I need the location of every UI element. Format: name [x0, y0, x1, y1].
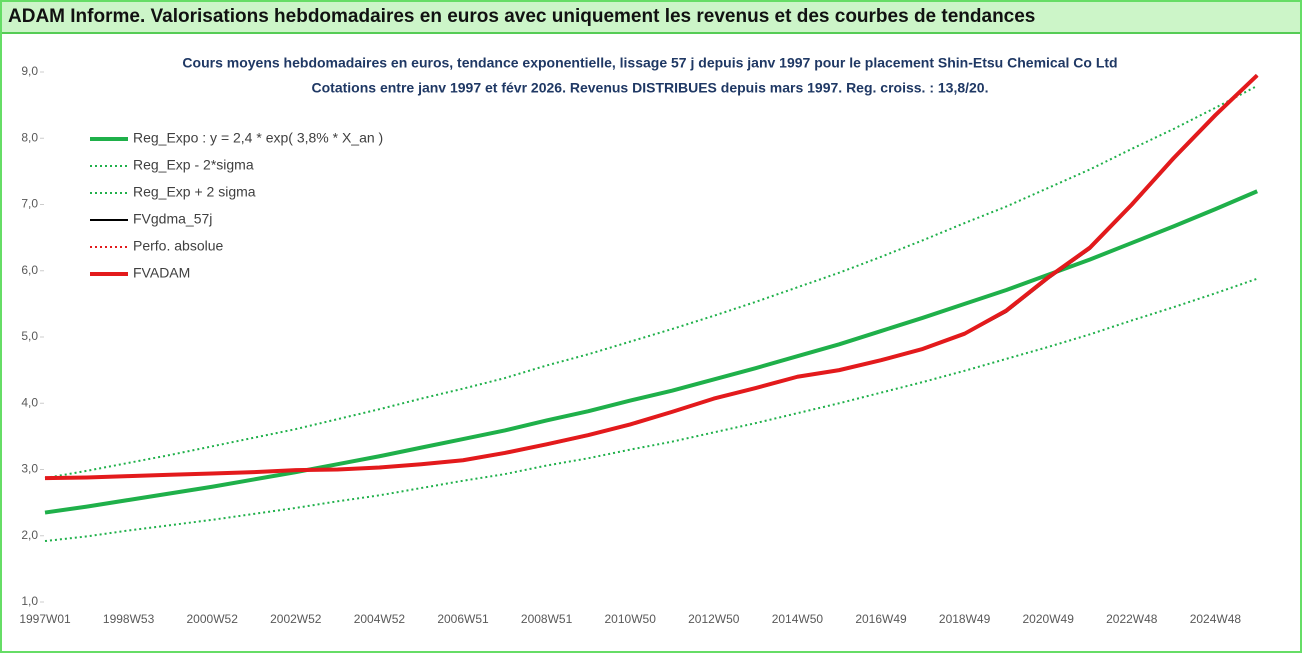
x-tick-label: 2022W48	[1106, 612, 1158, 626]
y-tick-label: 8,0	[21, 130, 38, 144]
y-tick-label: 5,0	[21, 329, 38, 343]
x-tick-label: 2018W49	[939, 612, 991, 626]
x-tick-label: 2008W51	[521, 612, 573, 626]
x-tick-label: 2012W50	[688, 612, 740, 626]
x-tick-label: 2006W51	[437, 612, 489, 626]
chart-title: Cours moyens hebdomadaires en euros, ten…	[182, 55, 1117, 71]
chart-subtitle: Cotations entre janv 1997 et févr 2026. …	[312, 80, 989, 96]
x-tick-label: 2016W49	[855, 612, 907, 626]
legend-label: Perfo. absolue	[133, 238, 223, 254]
x-tick-label: 2024W48	[1190, 612, 1242, 626]
x-tick-label: 2014W50	[772, 612, 824, 626]
x-tick-label: 1997W01	[19, 612, 71, 626]
x-tick-label: 2020W49	[1023, 612, 1075, 626]
legend-label: FVgdma_57j	[133, 211, 212, 227]
x-tick-label: 2000W52	[187, 612, 239, 626]
series-line	[44, 189, 1258, 515]
y-tick-label: 2,0	[21, 528, 38, 542]
legend-label: Reg_Expo : y = 2,4 * exp( 3,8% * X_an )	[133, 130, 383, 146]
x-tick-label: 2010W50	[605, 612, 657, 626]
chart: Cours moyens hebdomadaires en euros, ten…	[19, 55, 1259, 626]
x-tick-label: 2002W52	[270, 612, 322, 626]
x-tick-label: 2004W52	[354, 612, 406, 626]
series-line	[44, 277, 1258, 543]
y-tick-label: 6,0	[21, 263, 38, 277]
y-tick-label: 7,0	[21, 197, 38, 211]
series-line	[44, 73, 1259, 481]
x-tick-label: 1998W53	[103, 612, 155, 626]
legend-label: FVADAM	[133, 265, 190, 281]
header-title: ADAM Informe. Valorisations hebdomadaire…	[2, 2, 1300, 34]
series-line	[44, 85, 1258, 480]
y-tick-label: 1,0	[21, 594, 38, 608]
y-tick-label: 3,0	[21, 462, 38, 476]
legend-label: Reg_Exp + 2 sigma	[133, 184, 256, 200]
legend-label: Reg_Exp - 2*sigma	[133, 157, 254, 173]
y-tick-label: 4,0	[21, 395, 38, 409]
y-tick-label: 9,0	[21, 64, 38, 78]
